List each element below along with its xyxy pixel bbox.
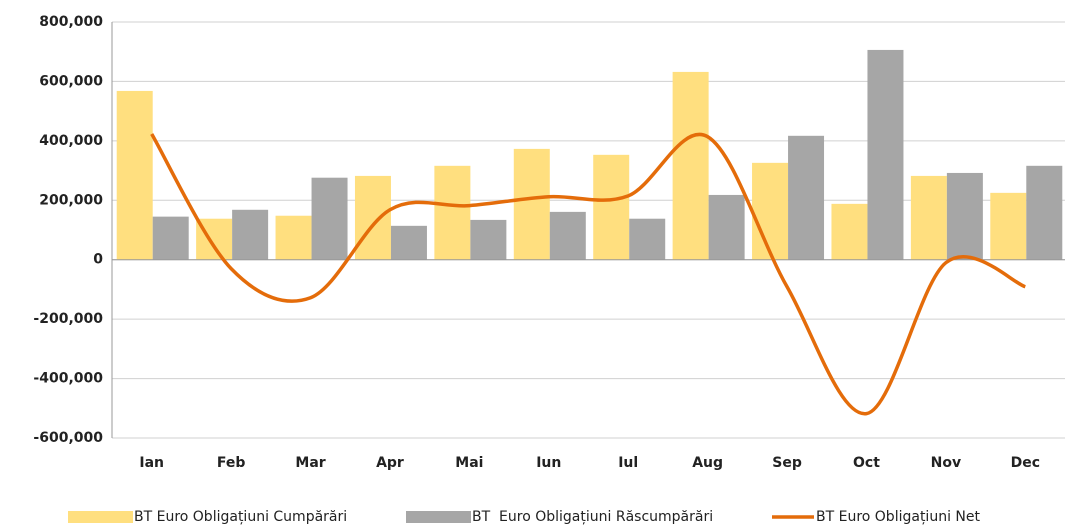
x-tick-label: Sep: [772, 455, 802, 471]
bar: [434, 165, 471, 260]
x-tick-label: Iun: [536, 455, 561, 471]
bar: [1026, 165, 1063, 260]
x-tick-label: Feb: [217, 455, 246, 471]
x-tick-label: Ian: [139, 455, 164, 471]
x-tick-label: Nov: [931, 455, 961, 471]
bar: [116, 90, 153, 260]
x-tick-label: Apr: [376, 455, 404, 471]
bar: [513, 148, 550, 260]
y-tick-label: 600,000: [39, 73, 103, 89]
y-tick-label: -400,000: [33, 371, 103, 387]
bar: [831, 203, 868, 260]
x-tick-label: Mai: [455, 455, 483, 471]
bar: [629, 218, 666, 260]
legend-swatch: [68, 511, 133, 523]
bar: [152, 216, 189, 260]
x-tick-label: Mar: [295, 455, 325, 471]
bar: [470, 219, 507, 260]
net-line: [150, 132, 1026, 416]
bar: [549, 211, 586, 260]
bar: [708, 194, 745, 260]
legend-label: BT Euro Obligațiuni Răscumpărări: [472, 509, 713, 525]
bar: [910, 175, 947, 260]
y-tick-label: 200,000: [39, 192, 103, 208]
bar: [946, 172, 983, 260]
bar: [788, 135, 825, 260]
bar: [275, 215, 312, 260]
bar: [672, 71, 709, 260]
bar: [867, 49, 904, 260]
bar: [752, 162, 789, 260]
legend-label: BT Euro Obligațiuni Cumpărări: [134, 509, 347, 525]
x-tick-label: Aug: [692, 455, 723, 471]
bar: [311, 177, 348, 260]
bar: [990, 192, 1027, 260]
x-tick-label: Oct: [853, 455, 880, 471]
x-tick-label: Iul: [618, 455, 638, 471]
y-tick-label: 800,000: [39, 14, 103, 30]
y-tick-label: 0: [93, 252, 103, 268]
legend-label: BT Euro Obligațiuni Net: [816, 509, 980, 525]
y-tick-label: 400,000: [39, 133, 103, 149]
y-tick-label: -200,000: [33, 311, 103, 327]
y-tick-label: -600,000: [33, 430, 103, 446]
legend-swatch: [406, 511, 471, 523]
bar: [232, 209, 269, 260]
x-tick-label: Dec: [1011, 455, 1040, 471]
bar: [354, 175, 391, 260]
bar: [390, 225, 427, 260]
bar: [593, 154, 630, 260]
